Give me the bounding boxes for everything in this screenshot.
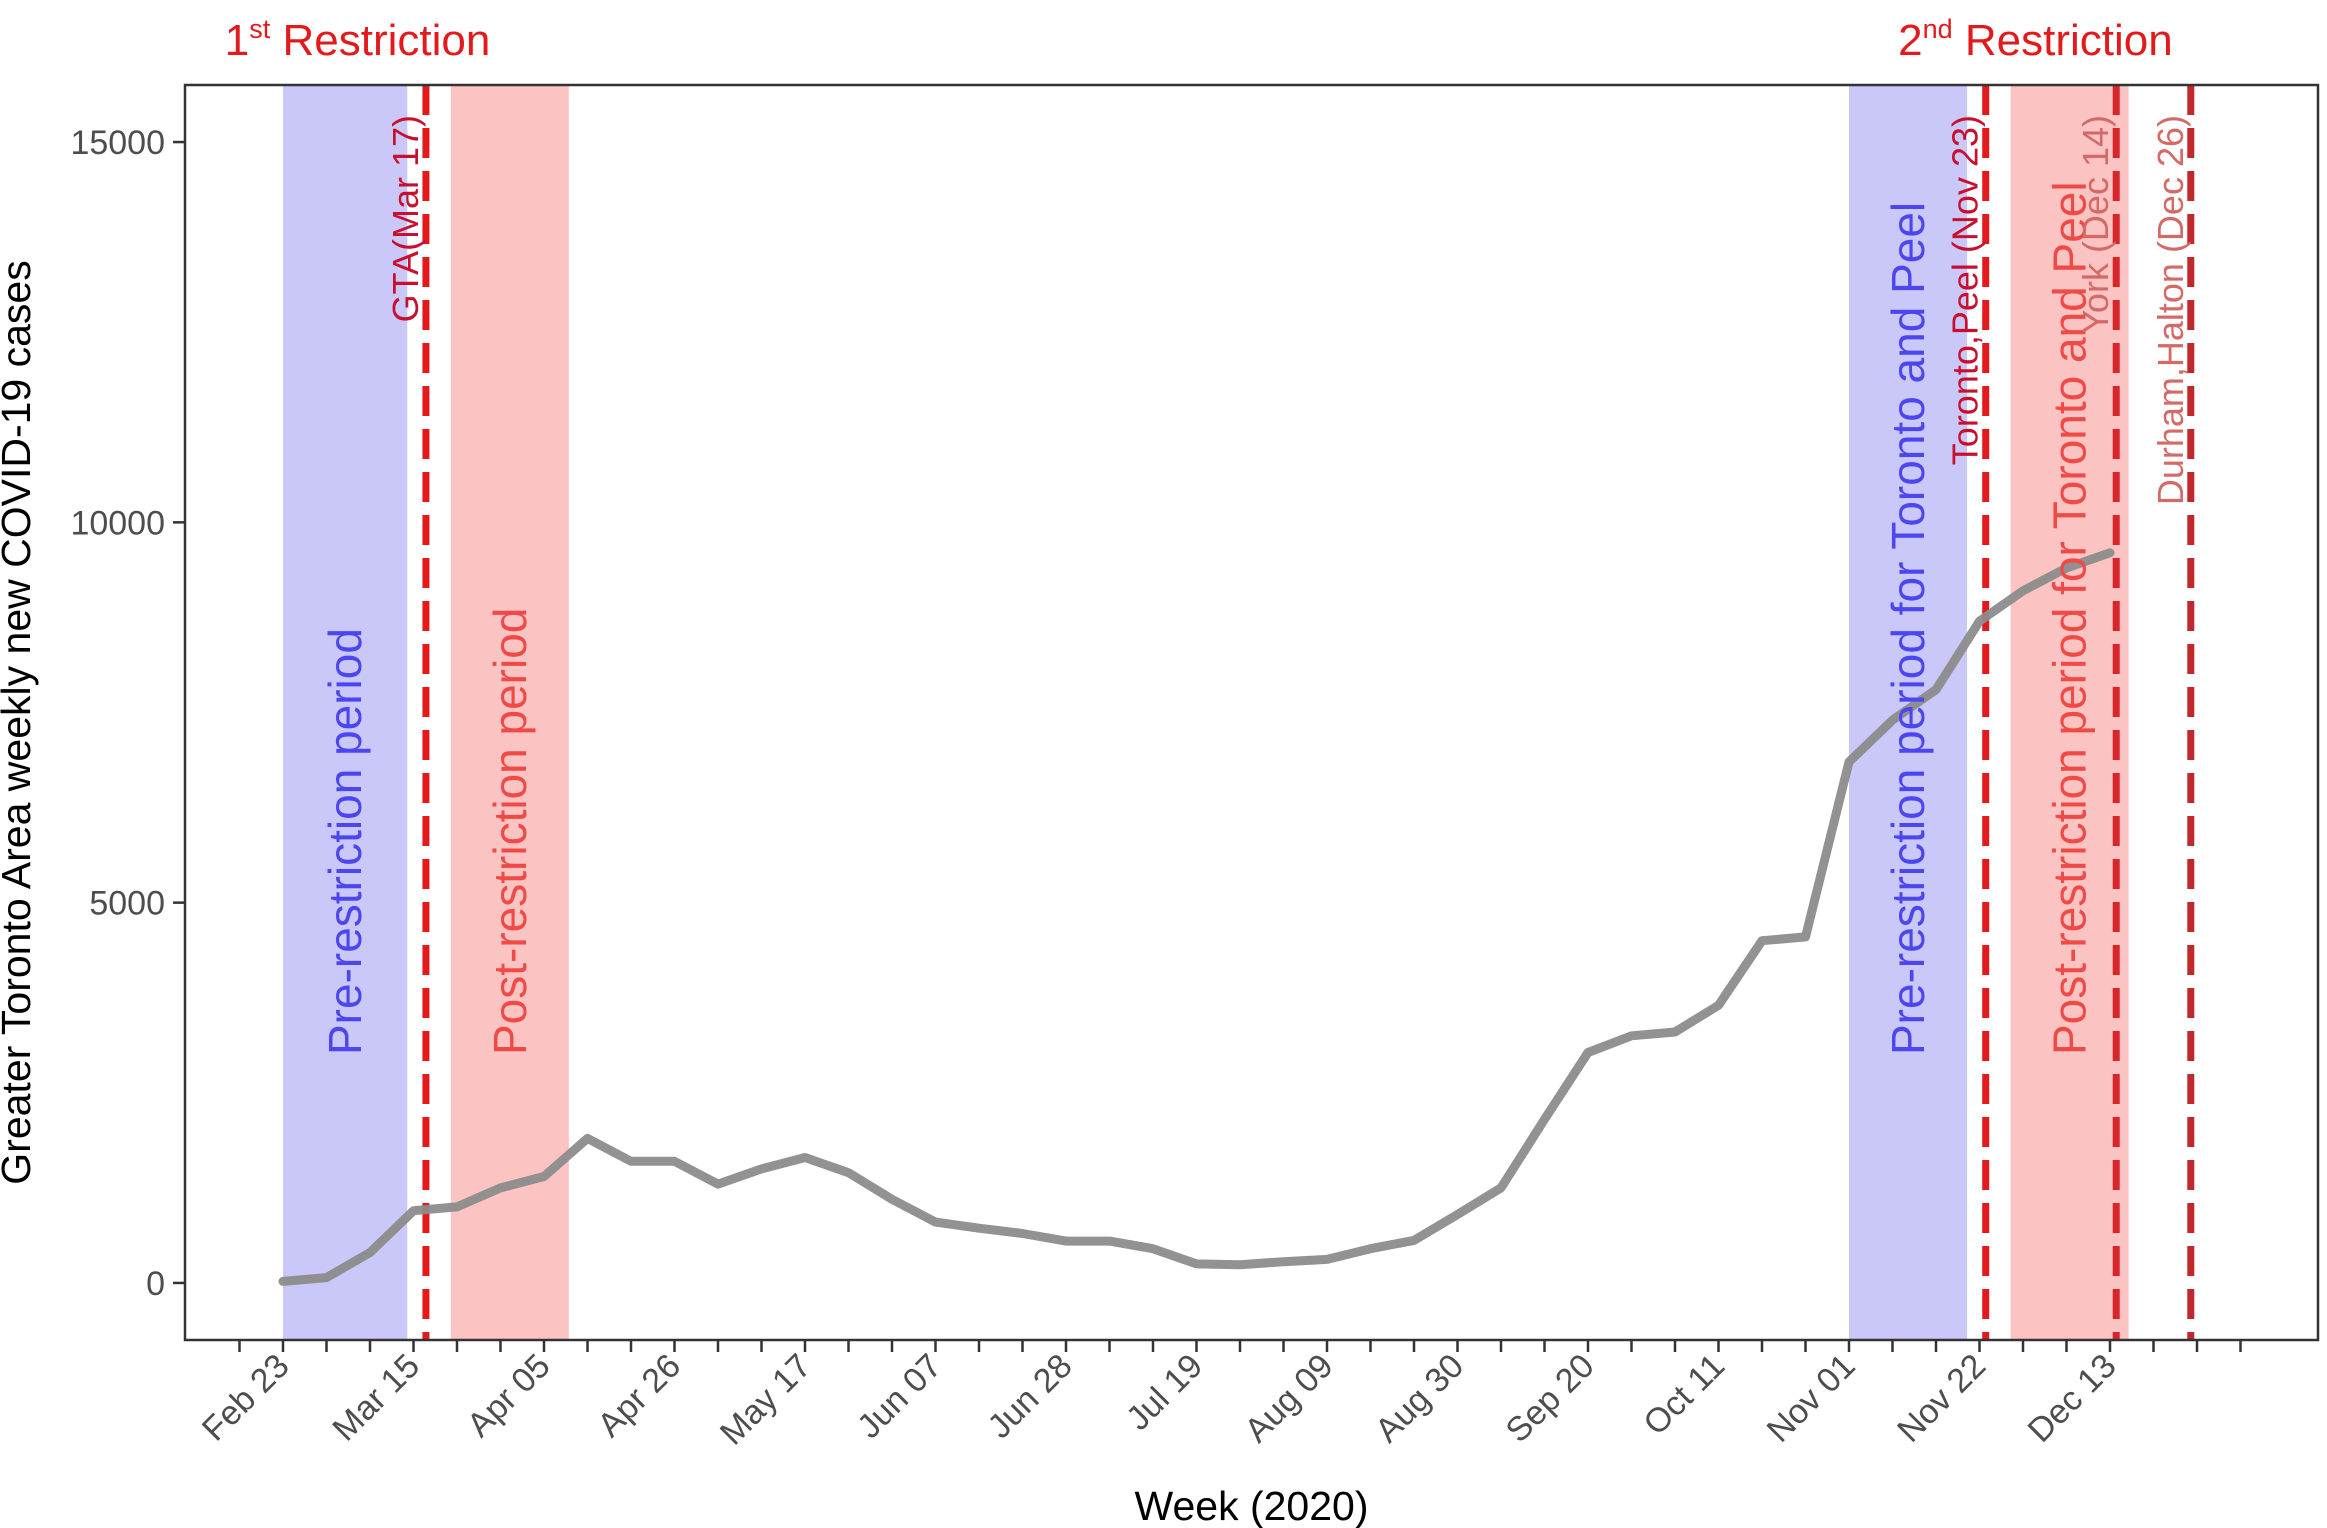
annotation-labels: Pre-restriction period Post-restriction p… [319, 115, 2191, 1055]
x-tick-label-10: Sep 20 [1499, 1347, 1602, 1450]
vline-label-0: GTA(Mar 17) [385, 115, 426, 322]
x-tick-label-3: Apr 26 [590, 1347, 688, 1445]
weekly-cases-series [278, 548, 2115, 1286]
x-tick-label-1: Mar 15 [325, 1347, 427, 1449]
restriction-headers: 1st Restriction 2nd Restriction [225, 14, 2173, 65]
x-tick-label-8: Aug 09 [1238, 1347, 1341, 1450]
x-tick-label-14: Dec 13 [2021, 1347, 2124, 1450]
x-tick-label-12: Nov 01 [1760, 1347, 1863, 1450]
band-0 [283, 85, 408, 1340]
plot-frame [183, 83, 2320, 1342]
restriction-header-1: 2nd Restriction [1898, 14, 2173, 65]
band-3 [2010, 85, 2129, 1340]
x-axis-title: Week (2020) [1135, 1483, 1369, 1528]
vline-label-3: Durham,Halton (Dec 26) [2150, 115, 2191, 505]
vline-label-1: Toronto,Peel (Nov 23) [1945, 115, 1986, 465]
band-1 [450, 85, 569, 1340]
x-tick-label-11: Oct 11 [1636, 1347, 1732, 1443]
y-tick-label-2: 10000 [70, 504, 165, 542]
x-tick-label-9: Aug 30 [1368, 1347, 1471, 1450]
vline-label-2: York (Dec 14) [2075, 115, 2116, 334]
y-axis-title: Greater Toronto Area weekly new COVID-19… [0, 260, 39, 1184]
band-label-3: Post-restriction period for Toronto and … [2044, 181, 2096, 1055]
y-tick-label-3: 15000 [70, 124, 165, 162]
x-tick-label-5: Jun 07 [850, 1347, 949, 1446]
x-tick-label-7: Jul 19 [1119, 1347, 1210, 1438]
x-tick-label-4: May 17 [713, 1347, 819, 1453]
restriction-period-bands [283, 85, 2129, 1340]
x-tick-label-6: Jun 28 [981, 1347, 1080, 1446]
band-label-2: Pre-restriction period for Toronto and P… [1882, 202, 1934, 1055]
band-label-1: Post-restriction period [484, 608, 536, 1055]
y-tick-label-0: 0 [146, 1265, 165, 1303]
restriction-date-lines [422, 85, 2195, 1340]
restriction-header-0: 1st Restriction [225, 14, 491, 65]
x-tick-label-0: Feb 23 [195, 1347, 297, 1449]
band-label-0: Pre-restriction period [319, 628, 371, 1055]
x-tick-label-2: Apr 05 [460, 1347, 558, 1445]
series-line-0 [278, 548, 2115, 1286]
x-tick-label-13: Nov 22 [1890, 1347, 1993, 1450]
y-tick-label-1: 5000 [89, 885, 165, 923]
